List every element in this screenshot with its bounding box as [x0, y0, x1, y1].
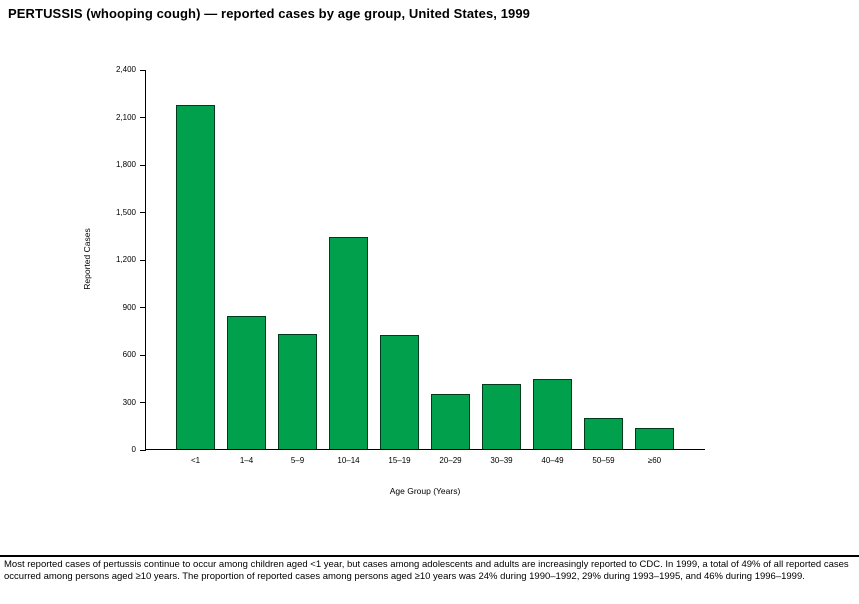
y-tick-label: 1,500: [115, 207, 136, 217]
y-tick-label: 2,400: [115, 65, 136, 74]
bar-5–9: [278, 334, 317, 449]
x-tick-label: 15–19: [388, 456, 411, 465]
x-tick-label: <1: [190, 456, 201, 465]
y-tick-label: 600: [122, 350, 136, 359]
plot-area: <1 1–4 5–9 10–14 15–19 20–29 30–39 40–49 50–59 ≥6…: [116, 65, 705, 465]
chart-title: PERTUSSIS (whooping cough) — reported ca…: [8, 6, 531, 21]
y-tick-mark: [140, 354, 146, 356]
x-tick-label: 40–49: [541, 456, 564, 465]
x-tick-label: 10–14: [337, 456, 360, 465]
x-tick-label: 5–9: [290, 456, 305, 465]
bar-15–19: [380, 335, 419, 449]
bar-10–14: [329, 237, 368, 449]
bar-40–49: [533, 379, 572, 449]
x-tick-label: 20–29: [439, 456, 462, 465]
x-tick-label: 1–4: [239, 456, 254, 465]
x-axis-label: Age Group (Years): [389, 486, 461, 496]
x-tick-label: 50–59: [592, 456, 615, 465]
y-tick-label: 1,800: [115, 160, 136, 169]
bar-50–59: [584, 418, 623, 449]
bar-20–29: [431, 394, 470, 449]
y-tick-mark: [140, 69, 146, 71]
y-tick-mark: [140, 307, 146, 308]
y-tick-label: 2,100: [115, 112, 136, 122]
footnote-text: Most reported cases of pertussis continu…: [4, 559, 849, 583]
y-tick-label: 300: [122, 397, 136, 407]
y-tick-mark: [140, 212, 146, 213]
bar-<1: [176, 105, 215, 449]
y-tick-label: 900: [122, 302, 136, 312]
y-tick-mark: [140, 117, 146, 118]
y-tick-label: 1,200: [115, 255, 136, 264]
y-tick-mark: [140, 164, 146, 166]
x-tick-label: ≥60: [647, 456, 662, 465]
bar-1–4: [227, 316, 266, 449]
y-tick-mark: [140, 449, 146, 451]
y-tick-mark: [140, 259, 146, 261]
y-tick-mark: [140, 402, 146, 403]
bar-≥60: [635, 428, 674, 449]
footnote-divider: [0, 555, 859, 557]
x-tick-label: 30–39: [490, 456, 513, 465]
y-tick-label: 0: [131, 445, 136, 454]
bar-30–39: [482, 384, 521, 449]
